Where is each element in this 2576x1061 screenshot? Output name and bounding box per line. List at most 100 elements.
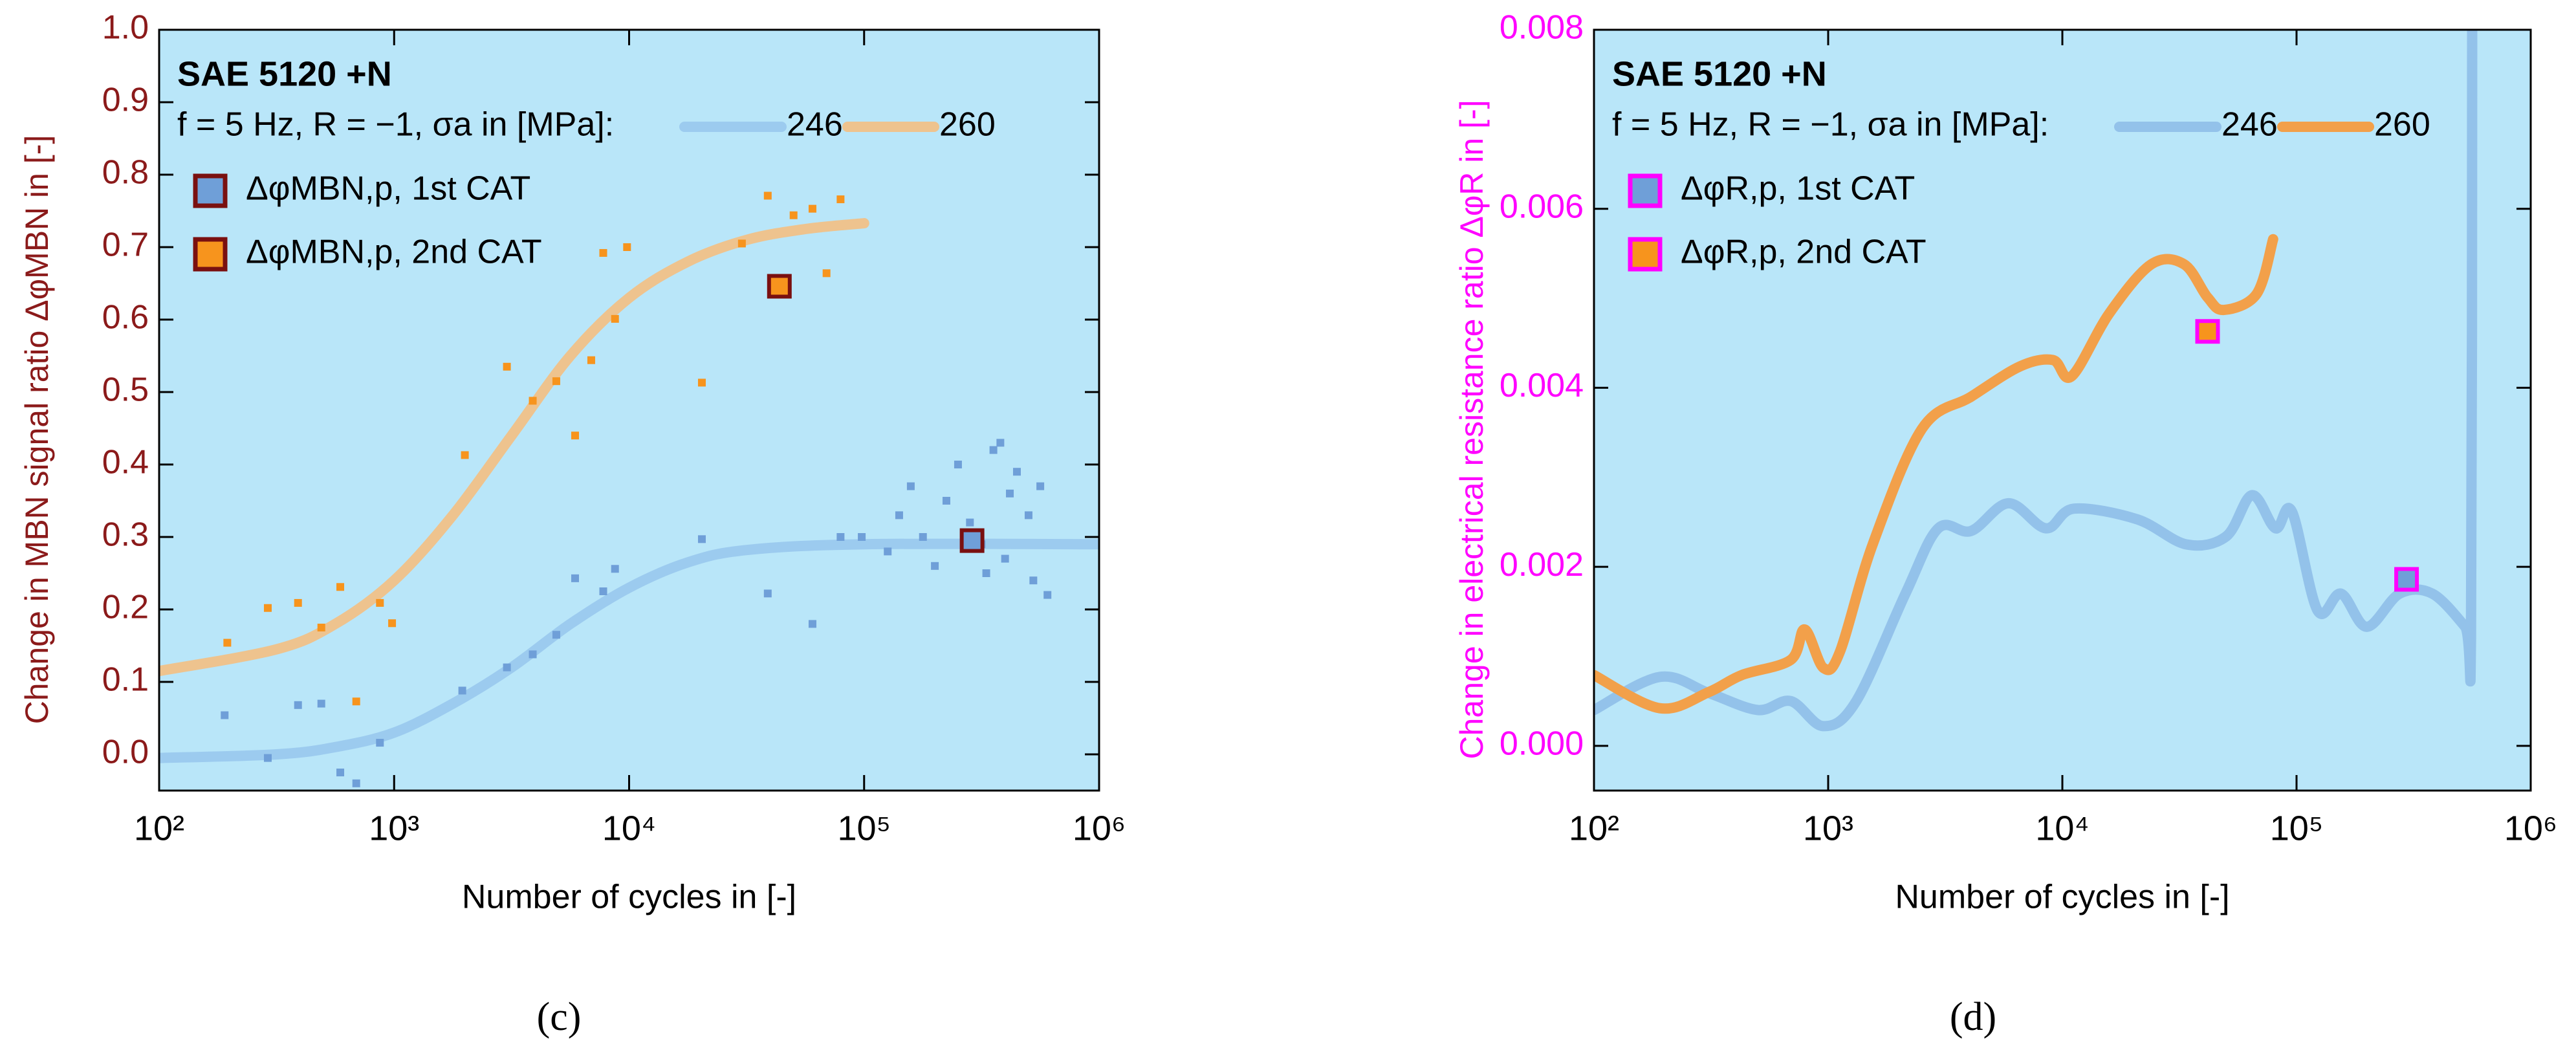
legend-label: ΔφMBN,p, 2nd CAT bbox=[246, 234, 542, 271]
data-point bbox=[697, 535, 706, 543]
data-point bbox=[1024, 511, 1032, 520]
data-point bbox=[822, 269, 831, 278]
y-axis-title: Change in electrical resistance ratio Δφ… bbox=[1454, 100, 1490, 759]
plot-background bbox=[1594, 30, 2531, 791]
y-tick-label: 1.0 bbox=[102, 9, 149, 47]
data-point bbox=[223, 639, 232, 647]
data-point bbox=[352, 697, 360, 706]
fit-line bbox=[1594, 30, 2478, 732]
data-point bbox=[263, 604, 272, 612]
data-point bbox=[919, 533, 927, 541]
legend-marker bbox=[1628, 237, 1663, 272]
y-tick-label: 0.1 bbox=[102, 661, 149, 699]
panel-label: (d) bbox=[1950, 995, 1996, 1039]
data-point bbox=[623, 243, 631, 251]
chart-panel: 0.0 0.1 0.2 0.3 0.4 0.5 0.6 0.7 0.8 0.9 1.0 10² 10³ 1… bbox=[19, 9, 1126, 1040]
x-axis-title: Number of cycles in [-] bbox=[1895, 879, 2229, 916]
plot-frame bbox=[1593, 28, 2532, 792]
fit-line bbox=[1594, 234, 2278, 714]
legend-title: SAE 5120 +N bbox=[177, 54, 392, 93]
y-tick-label: 0.004 bbox=[1500, 367, 1584, 404]
y-tick-label: 0.2 bbox=[102, 589, 149, 626]
data-point bbox=[737, 239, 746, 248]
legend-label: ΔφMBN,p, 1st CAT bbox=[246, 170, 530, 208]
y-tick-label: 0.8 bbox=[102, 154, 149, 191]
legend-marker bbox=[193, 237, 228, 272]
data-point bbox=[763, 589, 772, 598]
data-point bbox=[895, 511, 903, 520]
legend-text: f = 5 Hz, R = −1, σa in [MPa]: bbox=[1612, 106, 2049, 144]
plot-frame bbox=[158, 28, 1100, 792]
data-point bbox=[942, 497, 950, 505]
legend-label: 246 bbox=[787, 106, 843, 144]
data-point bbox=[1006, 489, 1014, 498]
cat-marker bbox=[767, 274, 792, 299]
chart-panel: 0.000 0.002 0.004 0.006 0.008 10² 10³ 10⁴ 10⁵ 10⁶… bbox=[1454, 9, 2557, 1040]
x-tick-label: 10⁴ bbox=[602, 809, 656, 848]
data-point bbox=[954, 461, 962, 468]
y-tick-label: 0.6 bbox=[102, 299, 149, 336]
legend-label: 246 bbox=[2221, 106, 2278, 144]
data-point bbox=[221, 711, 229, 719]
data-point bbox=[982, 569, 990, 577]
legend-label: 260 bbox=[939, 106, 996, 144]
data-point bbox=[263, 754, 272, 762]
data-point bbox=[317, 624, 325, 631]
data-point bbox=[599, 587, 607, 595]
data-point bbox=[836, 533, 845, 541]
y-tick-label: 0.4 bbox=[102, 444, 149, 481]
y-tick-label: 0.9 bbox=[102, 82, 149, 119]
data-point bbox=[697, 378, 706, 387]
data-point bbox=[931, 562, 939, 570]
legend-label: 260 bbox=[2374, 106, 2430, 144]
data-point bbox=[294, 598, 302, 607]
data-point bbox=[611, 314, 619, 323]
y-tick-label: 0.0 bbox=[102, 734, 149, 771]
plot-area bbox=[159, 191, 1099, 787]
x-tick-label: 10⁶ bbox=[2504, 809, 2557, 848]
plot-area bbox=[1594, 30, 2478, 732]
fit-line bbox=[159, 538, 1099, 763]
data-point bbox=[552, 631, 560, 639]
data-point bbox=[1029, 576, 1038, 585]
data-point bbox=[858, 533, 866, 541]
data-point bbox=[317, 699, 325, 708]
legend-title: SAE 5120 +N bbox=[1612, 54, 1827, 93]
x-tick-label: 10⁵ bbox=[838, 809, 891, 848]
y-tick-label: 0.002 bbox=[1500, 546, 1584, 584]
y-tick-label: 0.3 bbox=[102, 516, 149, 554]
y-tick-label: 0.008 bbox=[1500, 9, 1584, 47]
data-point bbox=[503, 362, 511, 371]
data-point bbox=[336, 583, 345, 591]
plot-background bbox=[159, 30, 1099, 791]
cat-marker bbox=[2195, 319, 2220, 344]
data-point bbox=[808, 204, 816, 213]
y-tick-label: 0.7 bbox=[102, 226, 149, 264]
data-point bbox=[529, 397, 537, 405]
data-point bbox=[529, 650, 537, 659]
data-point bbox=[571, 432, 579, 440]
x-tick-label: 10² bbox=[1569, 809, 1619, 848]
y-tick-label: 0.5 bbox=[102, 371, 149, 409]
data-point bbox=[587, 356, 595, 364]
panel-label: (c) bbox=[537, 995, 582, 1039]
x-tick-label: 10⁶ bbox=[1073, 809, 1126, 848]
data-point bbox=[599, 248, 607, 257]
data-point bbox=[352, 779, 360, 787]
cat-marker bbox=[959, 528, 985, 553]
data-point bbox=[1036, 482, 1045, 490]
data-point bbox=[1012, 468, 1021, 476]
legend-label: ΔφR,p, 1st CAT bbox=[1681, 170, 1915, 208]
y-tick-label: 0.006 bbox=[1500, 188, 1584, 225]
legend-label: ΔφR,p, 2nd CAT bbox=[1681, 234, 1927, 271]
data-point bbox=[571, 574, 579, 582]
legend-text: f = 5 Hz, R = −1, σa in [MPa]: bbox=[177, 106, 614, 144]
data-point bbox=[388, 619, 397, 628]
data-point bbox=[376, 598, 384, 607]
x-tick-label: 10³ bbox=[369, 809, 419, 848]
data-point bbox=[611, 565, 619, 573]
x-tick-label: 10⁴ bbox=[2035, 809, 2089, 848]
data-point bbox=[836, 195, 845, 204]
